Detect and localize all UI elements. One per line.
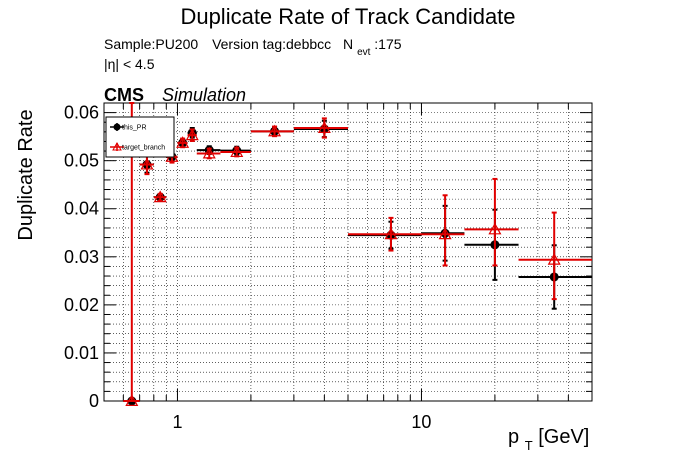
x-tick-label: 1 — [172, 412, 182, 432]
data-point — [488, 222, 502, 235]
y-tick-label: 0.01 — [64, 343, 99, 363]
legend-label: this_PR — [122, 125, 147, 132]
grid-lines — [103, 102, 593, 402]
x-tick-label: 10 — [411, 412, 431, 432]
data-point — [317, 121, 331, 133]
chart-title: Duplicate Rate of Track Candidate — [180, 4, 515, 29]
legend-label: target_branch — [122, 145, 165, 152]
y-tick-label: 0.02 — [64, 295, 99, 315]
data-point — [268, 124, 282, 137]
legend-marker — [112, 141, 122, 151]
data-point — [140, 157, 154, 170]
data-point — [547, 252, 561, 265]
data-point — [230, 145, 244, 158]
y-tick-label: 0.03 — [64, 247, 99, 267]
info-nevt-symbol: N — [343, 36, 353, 52]
data-point — [384, 227, 398, 240]
data-point — [185, 128, 199, 141]
legend: this_PR target_branch — [105, 116, 175, 158]
info-version: Version tag:debbcc — [212, 36, 331, 52]
x-axis-label-sub: T — [525, 438, 533, 453]
info-line-2: |η| < 4.5 — [104, 56, 155, 72]
data-point — [153, 190, 167, 203]
cms-label: CMS — [104, 85, 144, 105]
series-target_branch — [123, 102, 592, 406]
data-point — [125, 394, 139, 406]
data-point — [202, 146, 216, 159]
x-axis-label-unit: [GeV] — [538, 426, 589, 448]
x-axis-label: p T [GeV] — [508, 426, 589, 455]
x-axis-label-main: p — [508, 426, 519, 448]
y-tick-label: 0.06 — [64, 103, 99, 123]
data-point — [438, 227, 452, 240]
simulation-label: Simulation — [162, 85, 246, 105]
y-tick-label: 0.04 — [64, 199, 99, 219]
y-axis-label: Duplicate Rate — [15, 109, 37, 240]
y-tick-label: 0.05 — [64, 151, 99, 171]
legend-marker — [113, 123, 121, 131]
y-tick-label: 0 — [89, 391, 99, 411]
info-line-1: Sample:PU200 Version tag:debbcc N evt :1… — [104, 36, 402, 58]
data-point — [176, 136, 190, 148]
info-nevt-subscript: evt — [357, 47, 371, 58]
data-points — [123, 102, 592, 406]
info-nevt-value: :175 — [374, 36, 401, 52]
info-sample: Sample:PU200 — [104, 36, 198, 52]
